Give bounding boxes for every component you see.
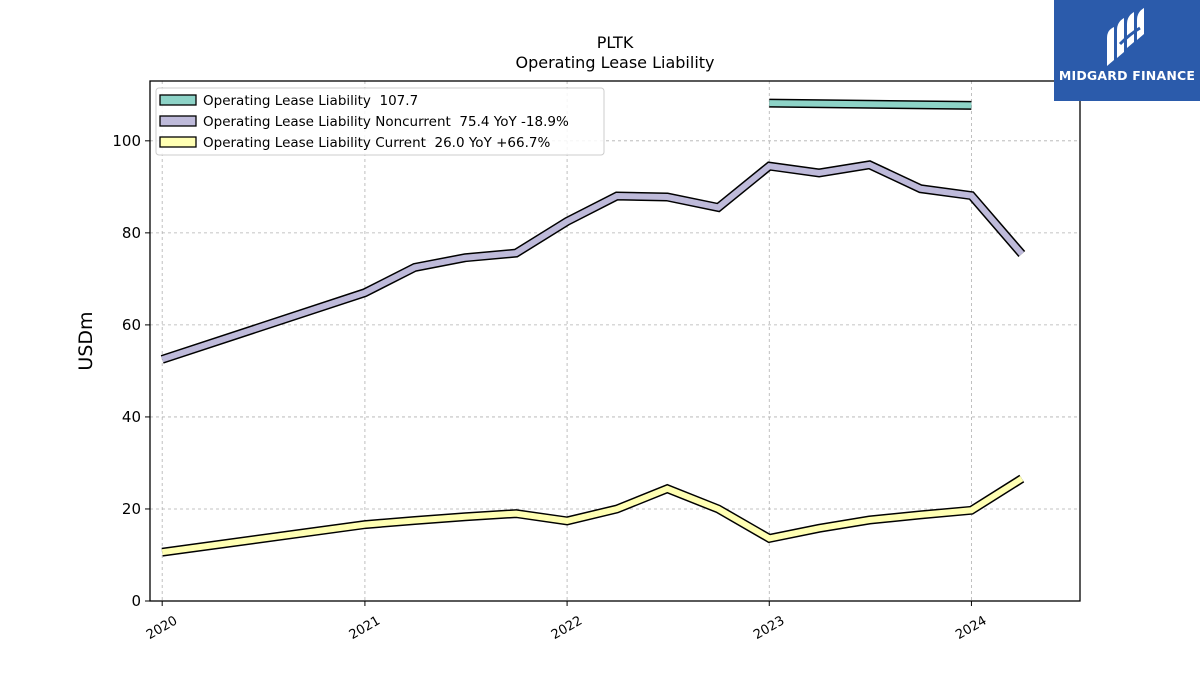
series-lines [160, 98, 1026, 557]
series-line [161, 161, 1025, 363]
x-tick-label: 2021 [347, 613, 383, 643]
legend-label: Operating Lease Liability Current 26.0 Y… [203, 135, 550, 151]
y-axis-label: USDm [75, 311, 97, 370]
series-line-outline [160, 160, 1026, 364]
legend-swatch [159, 136, 197, 148]
y-tick-label: 100 [112, 132, 141, 150]
legend-swatch [159, 94, 197, 106]
series-line [769, 100, 972, 109]
legend-swatch [159, 115, 197, 127]
brand-mark-icon [1107, 8, 1144, 66]
brand-name: MIDGARD FINANCE [1058, 68, 1196, 83]
legend-box [155, 87, 605, 156]
legend-label: Operating Lease Liability Noncurrent 75.… [203, 114, 569, 130]
x-tick-label: 2020 [144, 613, 180, 643]
x-tick-label: 2022 [549, 613, 585, 643]
x-tick-label: 2024 [953, 613, 989, 643]
legend: Operating Lease Liability 107.7 Operating… [155, 87, 605, 156]
x-tick-label: 2023 [751, 613, 787, 643]
series-line [161, 476, 1024, 556]
chart-title: PLTK [596, 33, 634, 52]
grid-lines [150, 81, 1080, 602]
y-tick-label: 0 [131, 592, 141, 610]
y-tick-label: 40 [122, 408, 141, 426]
x-axis-ticks: 2020 2021 2022 2023 2024 [144, 601, 989, 643]
brand-logo: MIDGARD FINANCE [1054, 0, 1200, 101]
y-tick-label: 60 [122, 316, 141, 334]
chart-subtitle: Operating Lease Liability [515, 53, 715, 72]
axes-frame [149, 80, 1081, 602]
legend-label: Operating Lease Liability 107.7 [203, 93, 418, 109]
y-tick-label: 80 [122, 224, 141, 242]
y-axis-ticks: 0 20 40 60 80 100 [112, 132, 150, 610]
y-tick-label: 20 [122, 500, 141, 518]
